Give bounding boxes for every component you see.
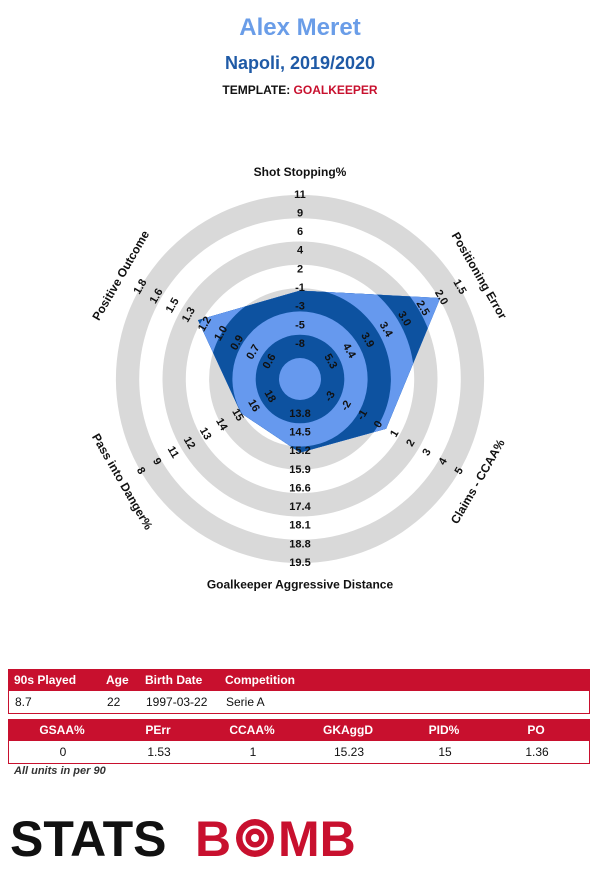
value-90s-played: 8.7 <box>15 695 32 709</box>
radar-tick-label: 15 <box>229 407 246 424</box>
template-value: GOALKEEPER <box>293 83 378 97</box>
radar-tick-label: 6 <box>297 226 303 238</box>
radar-tick-label: 16.6 <box>289 483 310 495</box>
value-competition: Serie A <box>226 695 265 709</box>
radar-tick-label: 13.8 <box>289 408 310 420</box>
logo-text-stats: STATS <box>10 811 166 867</box>
radar-tick-label: 9 <box>297 207 303 219</box>
radar-tick-label: 0 <box>372 419 385 430</box>
radar-tick-label: 2 <box>297 263 303 275</box>
radar-tick-label: 4 <box>297 245 304 257</box>
info-table: 90s Played Age Birth Date Competition 8.… <box>8 669 590 714</box>
radar-tick-label: -8 <box>295 338 305 350</box>
value-birth-date: 1997-03-22 <box>146 695 208 709</box>
logo-text-b: B <box>195 811 231 867</box>
radar-tick-label: 15.9 <box>289 464 310 476</box>
header-ccaa: CCAA% <box>229 723 275 737</box>
radar-tick-label: 16 <box>245 397 262 414</box>
radar-tick-label: 11 <box>294 189 306 201</box>
radar-tick-label: -3 <box>295 301 305 313</box>
player-name: Alex Meret <box>239 14 361 41</box>
value-ccaa: 1 <box>249 745 257 759</box>
header-competition: Competition <box>225 673 295 687</box>
radar-tick-label: 2 <box>404 437 417 448</box>
radar-tick-label: 9 <box>150 456 163 467</box>
template-line: TEMPLATE: GOALKEEPER <box>0 83 600 97</box>
radar-tick-label: 18.1 <box>289 520 310 532</box>
header-po: PO <box>527 723 545 737</box>
value-perr: 1.53 <box>147 745 171 759</box>
value-gkaggd: 15.23 <box>333 745 365 759</box>
radar-tick-label: 18.8 <box>289 538 310 550</box>
radar-tick-label: 11 <box>165 444 181 460</box>
metrics-table: GSAA% PErr CCAA% GKAggD PID% PO 0 1.53 1… <box>8 719 590 764</box>
template-label: TEMPLATE: <box>222 83 291 97</box>
radar-tick-label: 12 <box>181 435 198 452</box>
radar-tick-label: 5 <box>453 465 466 476</box>
header-gsaa: GSAA% <box>39 723 85 737</box>
value-pid: 15 <box>438 745 452 759</box>
value-po: 1.36 <box>525 745 549 759</box>
radar-tick-label: -5 <box>295 319 305 331</box>
metrics-table-row: 0 1.53 1 15.23 15 1.36 <box>8 741 590 764</box>
radar-tick-label: 15.2 <box>289 445 310 457</box>
units-note: All units in per 90 <box>14 765 106 777</box>
logo-text-mb: MB <box>278 811 356 867</box>
header-90s-played: 90s Played <box>14 673 77 687</box>
radar-tick-label: 18 <box>262 388 279 405</box>
radar-tick-label: 14.5 <box>289 427 310 439</box>
statsbomb-logo: STATS B MB <box>10 811 356 867</box>
header-gkaggd: GKAggD <box>323 723 373 737</box>
radar-tick-label: -1 <box>295 282 305 294</box>
header-birth-date: Birth Date <box>145 673 203 687</box>
radar-ring-fill-center <box>279 358 321 400</box>
info-table-row: 8.7 22 1997-03-22 Serie A <box>8 691 590 714</box>
metrics-table-header: GSAA% PErr CCAA% GKAggD PID% PO <box>8 719 590 741</box>
value-age: 22 <box>107 695 121 709</box>
radar-tick-label: 8 <box>134 465 147 476</box>
radar-tick-label: 17.4 <box>289 501 311 513</box>
radar-tick-label: 3 <box>420 447 433 458</box>
radar-axis-title: Goalkeeper Aggressive Distance <box>207 577 394 591</box>
bomb-icon <box>236 819 274 857</box>
header-perr: PErr <box>145 723 171 737</box>
radar-tick-label: 13 <box>197 425 214 442</box>
radar-tick-label: 1 <box>388 428 401 439</box>
header-pid: PID% <box>428 723 460 737</box>
header-age: Age <box>106 673 129 687</box>
radar-axis-title: Shot Stopping% <box>254 165 347 179</box>
value-gsaa: 0 <box>59 745 67 759</box>
team-season: Napoli, 2019/2020 <box>224 53 376 73</box>
radar-tick-label: 19.5 <box>289 557 310 569</box>
info-table-header: 90s Played Age Birth Date Competition <box>8 669 590 691</box>
